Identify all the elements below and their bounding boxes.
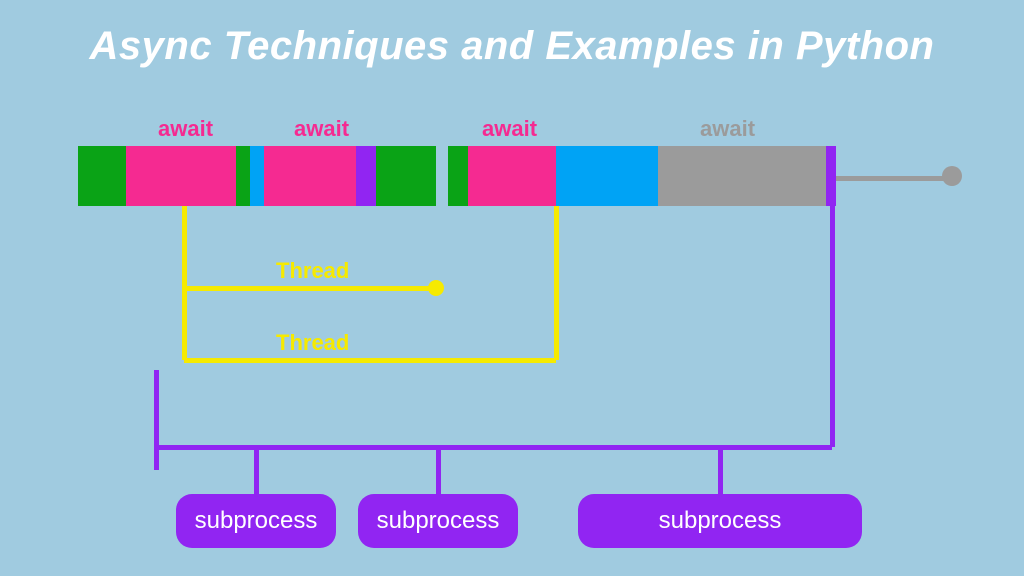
tail-dot: [942, 166, 962, 186]
seg-gray-1: [658, 146, 826, 206]
subprocess-trunk: [154, 370, 159, 470]
seg-green-3: [376, 146, 436, 206]
subprocess-drop-2: [718, 447, 723, 494]
thread1-label: Thread: [276, 258, 349, 284]
thread2-right-up: [554, 206, 559, 360]
subprocess-drop-0: [254, 447, 259, 494]
thread1-dot: [428, 280, 444, 296]
seg-purple-1: [356, 146, 376, 206]
await-label-1: await: [294, 116, 349, 142]
thread1-line: [184, 286, 432, 291]
await-label-2: await: [482, 116, 537, 142]
diagram-canvas: Async Techniques and Examples in Python …: [0, 0, 1024, 576]
seg-pink-2: [264, 146, 356, 206]
thread2-line: [184, 358, 556, 363]
title-text: Async Techniques and Examples in Python: [90, 24, 935, 68]
tail-line: [836, 176, 948, 181]
seg-pink-3: [468, 146, 556, 206]
seg-green-4: [448, 146, 468, 206]
subprocess-box-1: subprocess: [358, 494, 518, 548]
seg-green-2: [236, 146, 250, 206]
thread-left-drop: [182, 206, 187, 360]
thread2-label: Thread: [276, 330, 349, 356]
seg-blue-1: [250, 146, 264, 206]
await-label-3: await: [700, 116, 755, 142]
seg-pink-1: [126, 146, 236, 206]
await-label-0: await: [158, 116, 213, 142]
seg-blue-2: [556, 146, 658, 206]
seg-purple-2: [826, 146, 836, 206]
subprocess-drop-1: [436, 447, 441, 494]
subprocess-box-0: subprocess: [176, 494, 336, 548]
page-title: Async Techniques and Examples in Python: [0, 24, 1024, 69]
seg-green-1: [78, 146, 126, 206]
subprocess-box-2: subprocess: [578, 494, 862, 548]
subprocess-right-tall: [830, 206, 835, 447]
